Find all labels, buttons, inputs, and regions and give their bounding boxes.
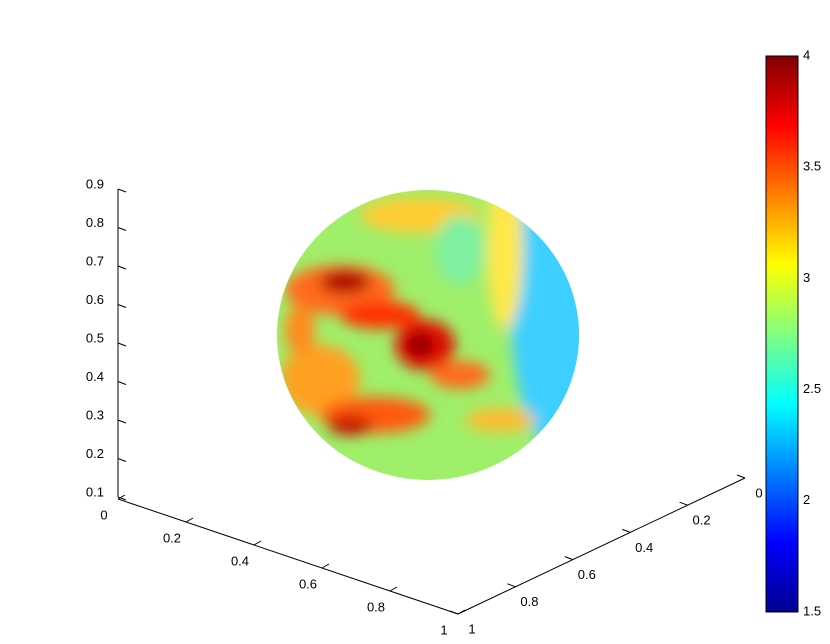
y-tick	[449, 610, 459, 615]
y-tick-label: 0	[755, 485, 762, 500]
x-tick-label: 0.6	[299, 576, 317, 591]
z-tick	[117, 458, 127, 462]
z-tick	[117, 188, 127, 193]
z-tick-label: 0.4	[86, 369, 104, 384]
y-tick-label: 0.4	[635, 540, 653, 555]
z-tick-label: 0.5	[86, 330, 104, 345]
y-tick-label: 1	[468, 621, 475, 636]
x-axis	[117, 498, 459, 615]
x-tick	[185, 517, 194, 523]
z-tick-label: 0.8	[86, 215, 104, 230]
z-tick-label: 0.2	[86, 446, 104, 461]
y-tick	[622, 528, 631, 533]
z-tick	[117, 342, 127, 347]
y-tick-label: 0.6	[578, 567, 596, 582]
z-tick	[117, 419, 127, 424]
y-axis	[457, 477, 746, 615]
z-tick	[117, 304, 127, 308]
x-tick-label: 0	[100, 507, 107, 522]
x-tick	[117, 494, 126, 500]
z-tick	[117, 496, 127, 501]
z-tick-label: 0.9	[86, 176, 104, 191]
y-tick	[736, 474, 746, 479]
x-tick-label: 1	[440, 622, 447, 637]
z-tick-label: 0.6	[86, 292, 104, 307]
z-tick	[117, 227, 127, 231]
colorbar-tick-label: 2.5	[803, 381, 821, 396]
x-tick-label: 0.2	[163, 530, 181, 545]
colorbar-tick-label: 1.5	[803, 603, 821, 618]
y-tick	[507, 583, 516, 588]
y-tick	[679, 501, 688, 506]
x-tick	[253, 540, 262, 546]
colorbar-tick-label: 4	[803, 47, 810, 62]
z-tick-label: 0.7	[86, 253, 104, 268]
z-tick-label: 0.3	[86, 407, 104, 422]
colorbar	[765, 55, 799, 613]
sphere-surface	[277, 190, 579, 480]
x-tick	[389, 586, 398, 592]
colorbar-tick-label: 3	[803, 270, 810, 285]
z-tick	[117, 265, 127, 270]
z-tick	[117, 381, 127, 385]
y-tick	[564, 556, 573, 561]
y-tick-label: 0.8	[520, 594, 538, 609]
axes: 0.1 0.2 0.3 0.4 0.5 0.6 0.7 0.8 0.9 0 0.2 0.4 0.6 0.8…	[86, 47, 821, 637]
x-tick-label: 0.8	[367, 599, 385, 614]
z-tick-label: 0.1	[86, 484, 104, 499]
y-tick-label: 0.2	[693, 513, 711, 528]
colorbar-tick-label: 3.5	[803, 159, 821, 174]
x-tick	[321, 563, 330, 569]
colorbar-tick-label: 2	[803, 492, 810, 507]
x-tick-label: 0.4	[231, 553, 249, 568]
